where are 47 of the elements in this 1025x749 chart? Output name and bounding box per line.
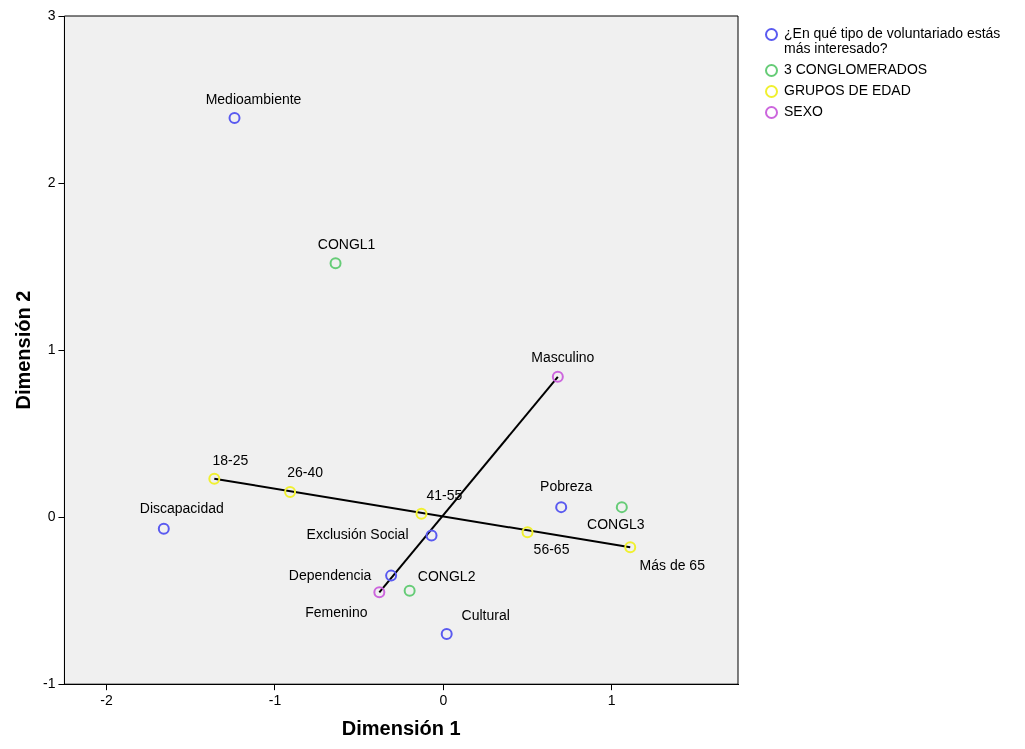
y-tick-label: 1 [47, 340, 56, 357]
legend-label: 3 CONGLOMERADOS [784, 61, 928, 77]
point [425, 529, 438, 542]
point [385, 569, 398, 582]
annotation: Femenino [305, 604, 368, 621]
annotation: 26-40 [287, 463, 324, 480]
annotation: Pobreza [540, 477, 593, 494]
point [329, 257, 342, 270]
y-tick-label: 2 [47, 173, 56, 190]
point [555, 501, 568, 514]
y-axis-title: Dimensión 2 [11, 290, 34, 410]
annotation: Medioambiente [205, 90, 302, 107]
annotation: Discapacidad [139, 499, 224, 516]
x-tick-label: -1 [268, 692, 282, 709]
point [521, 526, 534, 539]
legend-label: SEXO [784, 103, 823, 119]
point [157, 522, 170, 535]
x-axis-title: Dimensión 1 [341, 716, 461, 739]
y-tick-label: 0 [47, 508, 56, 525]
legend-label: GRUPOS DE EDAD [784, 82, 911, 98]
point [551, 370, 564, 383]
annotation: CONGL1 [317, 236, 376, 253]
point [403, 584, 416, 597]
annotation: 41-55 [426, 486, 463, 503]
annotation: Exclusión Social [306, 526, 409, 543]
annotation: CONGL3 [587, 515, 645, 532]
y-tick-label: -1 [43, 675, 56, 692]
point [615, 501, 628, 514]
point [440, 628, 453, 641]
annotation: Masculino [531, 348, 595, 365]
annotation: Dependencia [288, 567, 372, 584]
annotation: Cultural [461, 606, 510, 623]
x-tick-label: 0 [439, 692, 448, 709]
x-tick-label: -2 [100, 692, 113, 709]
annotation: 56-65 [533, 541, 570, 558]
y-tick-label: 3 [47, 6, 56, 23]
point [415, 507, 428, 520]
x-tick-label: 1 [607, 692, 616, 709]
point [208, 472, 221, 485]
point [228, 111, 241, 124]
legend-label: ¿En qué tipo de voluntariado estás más interesado? [784, 25, 1002, 56]
point [284, 486, 297, 499]
annotation: CONGL2 [417, 567, 476, 584]
point [624, 541, 637, 554]
annotation: 18-25 [212, 451, 249, 468]
point [373, 586, 386, 599]
annotation: Más de 65 [639, 557, 706, 574]
